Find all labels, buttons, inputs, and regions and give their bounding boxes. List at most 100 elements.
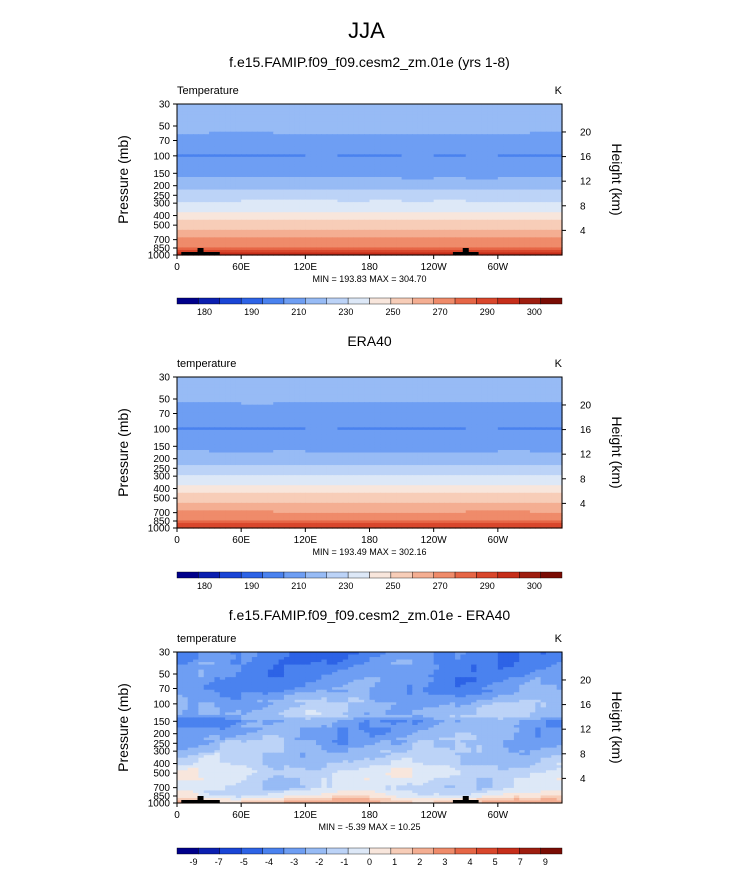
- heatmap-cell: [513, 131, 520, 135]
- heatmap-cell: [535, 164, 542, 168]
- heatmap-cell: [251, 129, 258, 133]
- heatmap-cell: [342, 119, 349, 123]
- heatmap-cell: [214, 189, 221, 193]
- heatmap-cell: [283, 224, 290, 228]
- heatmap-cell: [529, 207, 536, 211]
- heatmap-cell: [283, 252, 290, 256]
- heatmap-cell: [492, 247, 499, 251]
- heatmap-cell: [481, 244, 488, 249]
- heatmap-cell: [273, 189, 280, 193]
- heatmap-cell: [503, 129, 510, 133]
- heatmap-cell: [390, 109, 397, 113]
- heatmap-cell: [465, 209, 472, 213]
- heatmap-cell: [524, 229, 531, 233]
- heatmap-cell: [444, 131, 451, 135]
- heatmap-cell: [449, 164, 456, 168]
- heatmap-cell: [177, 214, 183, 218]
- heatmap-cell: [267, 114, 274, 118]
- heatmap-cell: [299, 219, 306, 223]
- heatmap-cell: [342, 134, 349, 138]
- heatmap-cell: [257, 377, 264, 381]
- heatmap-cell: [337, 146, 344, 150]
- heatmap-cell: [460, 114, 467, 118]
- heatmap-cell: [369, 217, 376, 221]
- heatmap-cell: [305, 219, 312, 223]
- heatmap-cell: [374, 166, 381, 171]
- heatmap-cell: [551, 239, 558, 244]
- heatmap-cell: [342, 156, 349, 160]
- heatmap-cell: [230, 176, 237, 181]
- heatmap-cell: [337, 227, 344, 231]
- heatmap-cell: [332, 154, 339, 158]
- heatmap-cell: [305, 237, 312, 241]
- heatmap-cell: [390, 199, 397, 203]
- heatmap-cell: [433, 377, 440, 381]
- heatmap-cell: [406, 217, 413, 221]
- heatmap-cell: [326, 244, 333, 249]
- heatmap-cell: [487, 242, 494, 246]
- heatmap-cell: [310, 179, 317, 183]
- heatmap-cell: [545, 144, 552, 148]
- heatmap-cell: [524, 194, 531, 198]
- heatmap-cell: [262, 242, 269, 246]
- heatmap-cell: [225, 234, 232, 238]
- heatmap-cell: [497, 189, 504, 193]
- heatmap-cell: [283, 194, 290, 198]
- heatmap-cell: [294, 151, 301, 155]
- heatmap-cell: [310, 111, 317, 115]
- heatmap-cell: [310, 222, 317, 226]
- heatmap-cell: [257, 119, 264, 123]
- heatmap-cell: [497, 202, 504, 206]
- heatmap-cell: [267, 176, 274, 181]
- heatmap-cell: [294, 184, 301, 188]
- heatmap-cell: [481, 134, 488, 138]
- heatmap-cell: [385, 252, 392, 256]
- heatmap-cell: [449, 209, 456, 213]
- heatmap-cell: [471, 176, 478, 181]
- heatmap-cell: [374, 207, 381, 211]
- heatmap-cell: [337, 377, 344, 381]
- heatmap-cell: [193, 124, 199, 128]
- heatmap-cell: [460, 197, 467, 201]
- heatmap-cell: [316, 192, 322, 196]
- heatmap-cell: [187, 136, 194, 140]
- heatmap-cell: [428, 247, 435, 251]
- heatmap-cell: [299, 184, 306, 188]
- heatmap-cell: [428, 121, 435, 125]
- heatmap-cell: [519, 209, 526, 213]
- heatmap-cell: [342, 121, 349, 125]
- heatmap-cell: [401, 129, 408, 133]
- heatmap-cell: [503, 249, 510, 254]
- heatmap-cell: [337, 136, 344, 140]
- heatmap-cell: [396, 182, 403, 186]
- heatmap-cell: [396, 252, 403, 256]
- heatmap-cell: [444, 129, 451, 133]
- heatmap-cell: [337, 202, 344, 206]
- heatmap-cell: [417, 141, 424, 145]
- heatmap-cell: [241, 249, 248, 254]
- heatmap-cell: [235, 219, 242, 223]
- heatmap-cell: [481, 169, 488, 173]
- heatmap-cell: [353, 192, 360, 196]
- heatmap-cell: [508, 136, 515, 140]
- heatmap-cell: [385, 129, 392, 133]
- heatmap-cell: [348, 116, 355, 120]
- heatmap-cell: [364, 237, 371, 241]
- heatmap-cell: [406, 194, 413, 198]
- heatmap-cell: [299, 242, 306, 246]
- heatmap-cell: [439, 116, 445, 120]
- heatmap-cell: [444, 204, 451, 208]
- heatmap-cell: [310, 212, 317, 216]
- heatmap-cell: [460, 229, 467, 233]
- heatmap-cell: [225, 171, 232, 176]
- heatmap-cell: [369, 131, 376, 135]
- heatmap-cell: [385, 114, 392, 118]
- heatmap-cell: [380, 164, 387, 168]
- heatmap-cell: [519, 229, 526, 233]
- heatmap-cell: [503, 227, 510, 231]
- heatmap-cell: [241, 189, 248, 193]
- heatmap-cell: [481, 234, 488, 238]
- heatmap-cell: [417, 114, 424, 118]
- heatmap-cell: [337, 154, 344, 158]
- heatmap-cell: [267, 224, 274, 228]
